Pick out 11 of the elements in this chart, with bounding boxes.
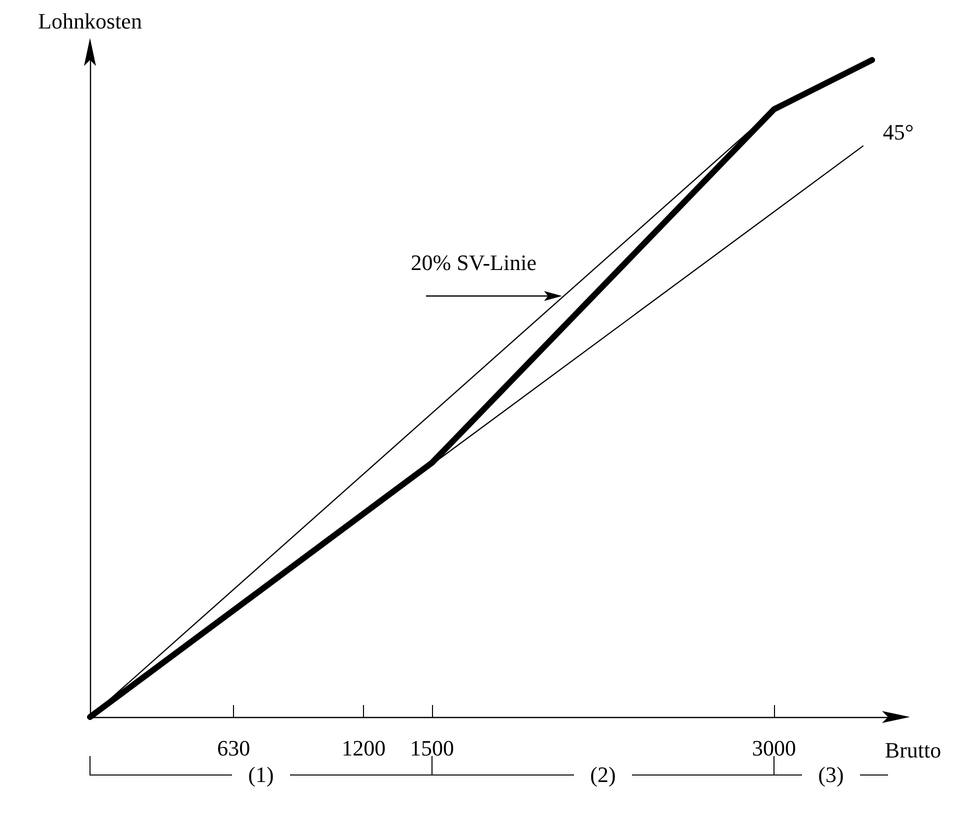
text: (1): [247, 762, 275, 788]
x-tick-label: 1200: [342, 736, 386, 760]
y-axis-title: Lohnkosten: [38, 8, 142, 34]
x-tick-label: 630: [217, 736, 250, 760]
x-tick-label: 1500: [410, 736, 454, 760]
text: (3): [817, 762, 845, 788]
series-label: 20% SV-Linie: [410, 250, 536, 276]
x-tick-label: 3000: [752, 736, 796, 760]
text: (2): [589, 762, 617, 788]
series-label: 45°: [882, 120, 914, 145]
x-axis-title: Brutto: [884, 738, 942, 762]
